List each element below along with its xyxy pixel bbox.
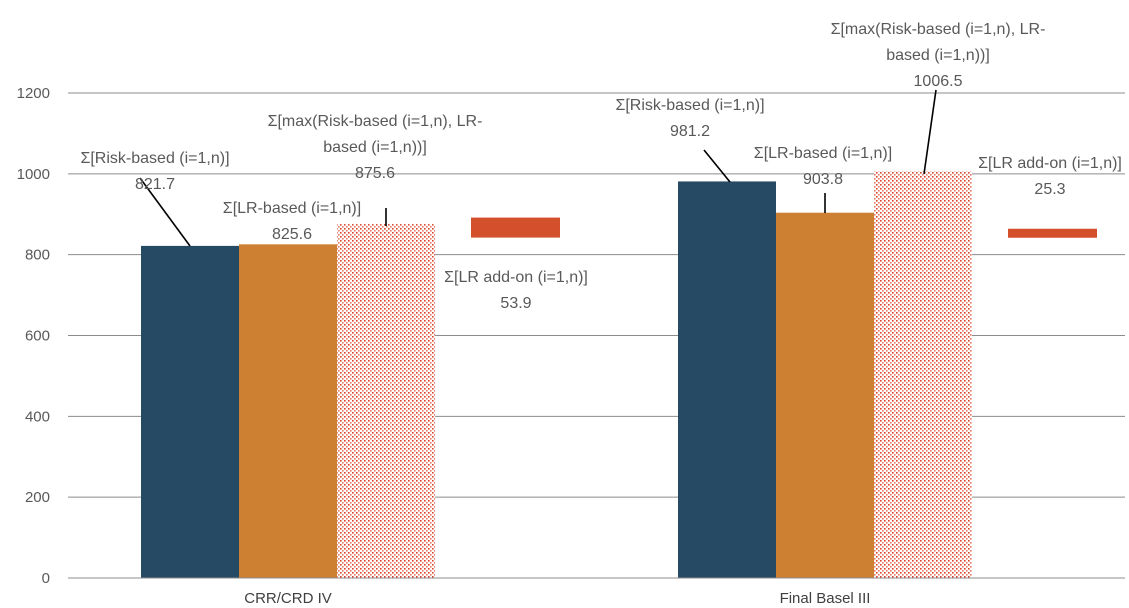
marker-addon [1008, 228, 1097, 238]
data-label: Σ[Risk-based (i=1,n)] [615, 97, 764, 114]
y-tick-label: 1200 [17, 85, 50, 102]
y-tick-label: 400 [25, 408, 50, 425]
data-label: 903.8 [803, 171, 843, 188]
x-category-label: CRR/CRD IV [244, 590, 332, 607]
y-tick-label: 200 [25, 489, 50, 506]
bars [141, 171, 1097, 579]
bar-risk [678, 181, 776, 578]
y-tick-label: 1000 [17, 166, 50, 183]
data-labels: Σ[Risk-based (i=1,n)] 821.7 Σ[LR-based (i=… [80, 21, 1121, 312]
bar-lr [776, 212, 874, 578]
data-label: Σ[max(Risk-based (i=1,n), LR- [831, 21, 1046, 38]
y-tick-label: 0 [42, 570, 50, 587]
bar-max [874, 171, 972, 579]
bar-max [337, 224, 435, 578]
data-label: Σ[LR-based (i=1,n)] [223, 200, 361, 217]
leader-line [923, 89, 937, 175]
y-tick-label: 800 [25, 247, 50, 264]
data-label: 825.6 [272, 226, 312, 243]
data-label: 981.2 [670, 123, 710, 140]
data-label: Σ[LR-based (i=1,n)] [754, 145, 892, 162]
data-label: 821.7 [135, 176, 175, 193]
leader-line [139, 177, 191, 247]
x-category-label: Final Basel III [780, 590, 871, 607]
data-label: based (i=1,n))] [323, 139, 427, 156]
leader-line [703, 149, 731, 183]
bar-lr [239, 244, 337, 578]
data-label: based (i=1,n))] [886, 47, 990, 64]
data-label: 1006.5 [914, 73, 963, 90]
bar-risk [141, 245, 239, 579]
marker-addon [471, 217, 560, 238]
data-label: Σ[LR add-on (i=1,n)] [444, 269, 588, 286]
data-label: 25.3 [1034, 181, 1065, 198]
axes: CRR/CRD IV Final Basel III [68, 577, 1125, 607]
data-label: Σ[Risk-based (i=1,n)] [80, 150, 229, 167]
data-label: Σ[max(Risk-based (i=1,n), LR- [268, 113, 483, 130]
y-tick-label: 600 [25, 328, 50, 345]
data-label: 53.9 [500, 295, 531, 312]
data-label: 875.6 [355, 165, 395, 182]
data-label: Σ[LR add-on (i=1,n)] [978, 155, 1122, 172]
leader-lines [139, 89, 937, 247]
